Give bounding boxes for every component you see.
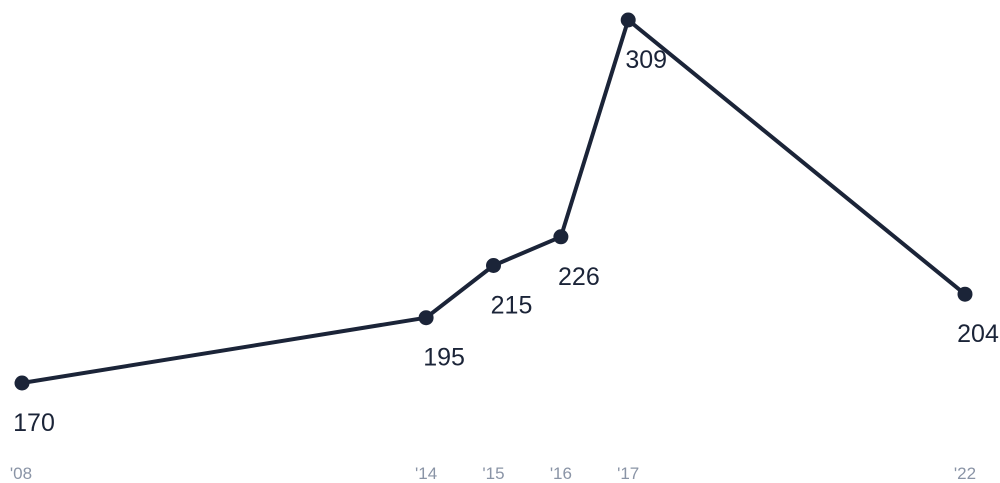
x-tick-label: '16 xyxy=(550,464,572,483)
x-tick-label: '22 xyxy=(954,464,976,483)
data-label: 226 xyxy=(558,263,600,291)
data-point xyxy=(486,258,501,273)
data-labels-layer: 170 195 215 226 309 204 xyxy=(13,46,999,437)
data-point xyxy=(957,286,973,302)
points-layer xyxy=(14,12,973,391)
data-point xyxy=(620,12,636,28)
series-line xyxy=(20,18,967,385)
x-axis-ticks: '08 '14 '15 '16 '17 '22 xyxy=(10,464,976,483)
data-point xyxy=(553,229,569,245)
data-point xyxy=(14,375,30,391)
data-label: 195 xyxy=(423,344,465,372)
data-label: 204 xyxy=(957,320,999,348)
x-tick-label: '15 xyxy=(482,464,504,483)
x-tick-label: '14 xyxy=(415,464,437,483)
series-layer xyxy=(20,18,967,385)
data-label: 309 xyxy=(625,46,667,74)
x-tick-label: '08 xyxy=(10,464,32,483)
data-point xyxy=(418,310,434,326)
x-tick-label: '17 xyxy=(617,464,639,483)
data-label: 215 xyxy=(491,292,533,320)
data-label: 170 xyxy=(13,409,55,437)
